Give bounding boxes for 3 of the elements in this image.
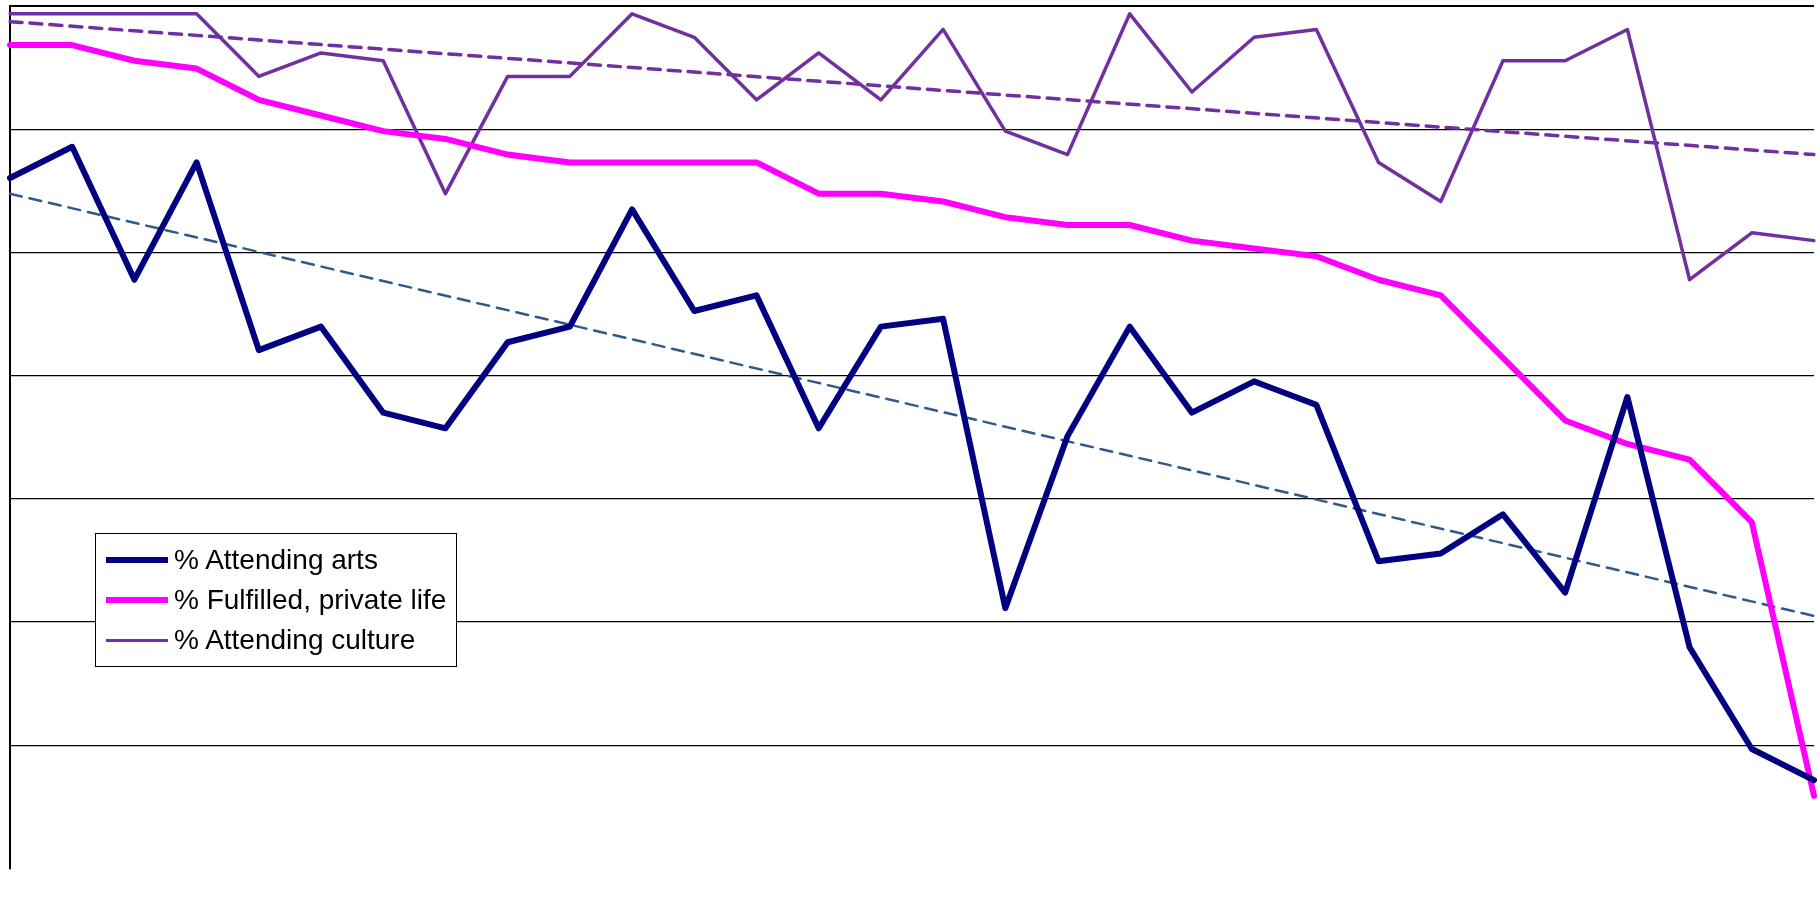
legend-label: % Attending arts [174, 543, 378, 577]
legend-label: % Attending culture [174, 623, 416, 657]
legend-label: % Fulfilled, private life [174, 583, 447, 617]
